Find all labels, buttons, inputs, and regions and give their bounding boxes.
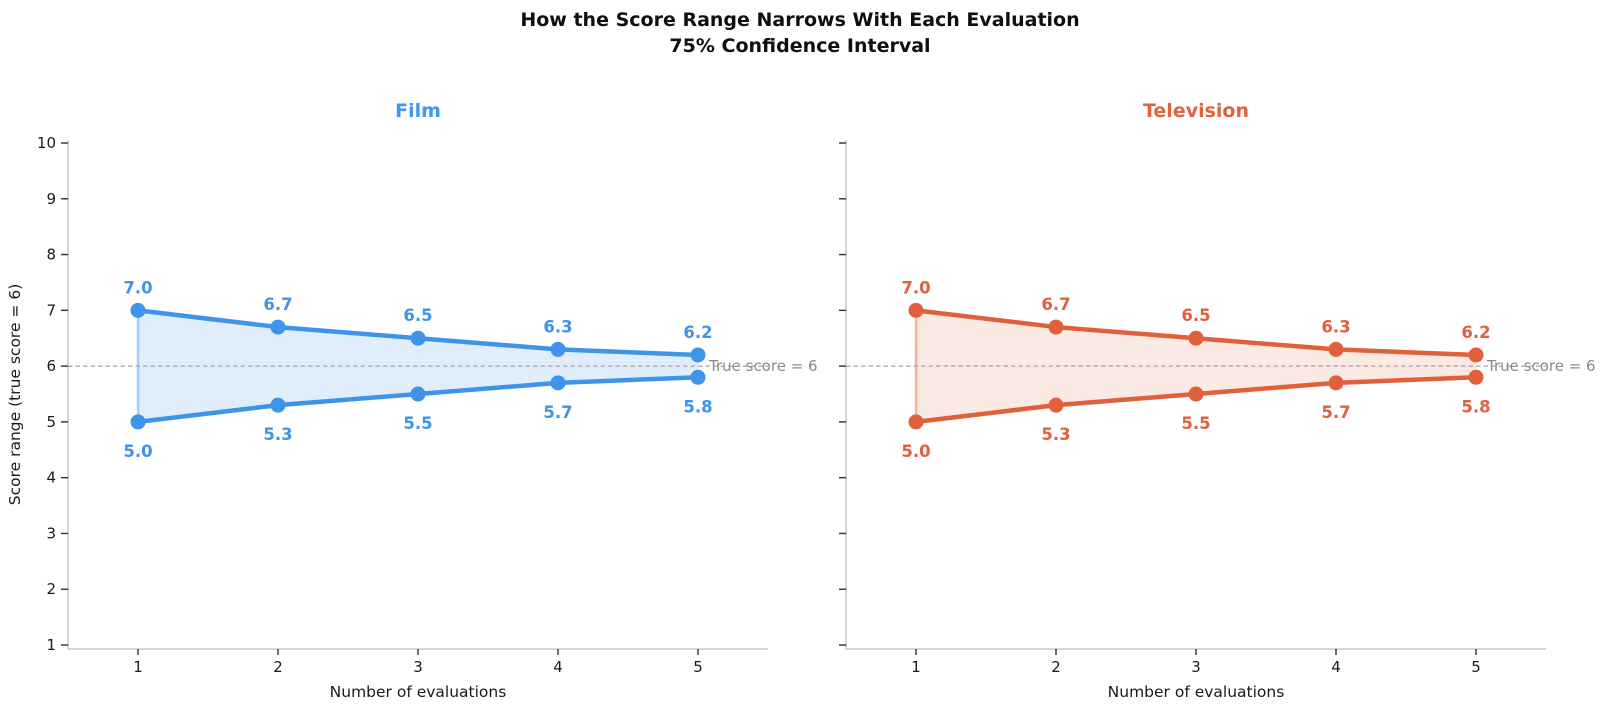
television-panel: True score = 6 7.0 6.7 6.5 6.3 6.2 5.0 5.3 5.5 5.… <box>839 140 1596 701</box>
upper-value-label: 6.2 <box>683 323 712 342</box>
y-tick-label: 5 <box>46 413 56 431</box>
x-tick-label: 2 <box>1051 658 1061 676</box>
x-tick-label: 3 <box>1191 658 1201 676</box>
lower-value-label: 5.0 <box>901 442 930 461</box>
lower-value-label: 5.8 <box>1461 397 1490 416</box>
y-axis-label: Score range (true score = 6) <box>6 284 24 506</box>
television-panel-title: Television <box>1142 100 1250 122</box>
lower-value-label: 5.5 <box>403 414 432 433</box>
y-tick-label: 9 <box>46 190 56 208</box>
upper-bound-point <box>550 341 566 357</box>
figure-title: How the Score Range Narrows With Each Ev… <box>0 7 1600 59</box>
x-tick-label: 5 <box>1471 658 1481 676</box>
lower-bound-point <box>1328 375 1344 391</box>
true-score-annotation: True score = 6 <box>1486 357 1596 375</box>
y-tick-label: 1 <box>46 636 56 654</box>
lower-bound-point <box>1188 386 1204 402</box>
lower-bound-point <box>550 375 566 391</box>
y-tick-label: 3 <box>46 524 56 542</box>
upper-value-label: 7.0 <box>123 278 152 297</box>
lower-bound-point <box>130 414 146 430</box>
lower-value-label: 5.0 <box>123 442 152 461</box>
upper-bound-point <box>130 302 146 318</box>
y-tick-label: 8 <box>46 246 56 264</box>
x-tick-label: 4 <box>1331 658 1341 676</box>
confidence-band <box>916 310 1476 422</box>
upper-bound-point <box>1328 341 1344 357</box>
upper-value-label: 6.5 <box>1181 306 1210 325</box>
figure-title-line2: 75% Confidence Interval <box>669 35 931 58</box>
lower-value-label: 5.7 <box>1321 403 1350 422</box>
x-tick-label: 5 <box>693 658 703 676</box>
lower-value-label: 5.8 <box>683 397 712 416</box>
x-tick-label: 3 <box>413 658 423 676</box>
film-panel-title: Film <box>395 100 441 122</box>
lower-bound-point <box>1048 397 1064 413</box>
figure-title-line1: How the Score Range Narrows With Each Ev… <box>520 9 1080 31</box>
upper-value-label: 6.3 <box>543 317 572 336</box>
y-tick-label: 2 <box>46 580 56 598</box>
x-axis-label: Number of evaluations <box>1108 683 1285 701</box>
lower-value-label: 5.3 <box>263 425 292 444</box>
lower-bound-point <box>690 369 706 385</box>
upper-bound-point <box>270 319 286 335</box>
y-tick-label: 7 <box>46 301 56 319</box>
upper-bound-point <box>1048 319 1064 335</box>
upper-value-label: 6.7 <box>1041 295 1070 314</box>
lower-bound-point <box>410 386 426 402</box>
lower-bound-point <box>270 397 286 413</box>
x-axis-label: Number of evaluations <box>330 683 507 701</box>
y-tick-label: 4 <box>46 469 56 487</box>
lower-value-label: 5.3 <box>1041 425 1070 444</box>
upper-bound-point <box>1468 347 1484 363</box>
upper-bound-point <box>908 302 924 318</box>
x-tick-label: 2 <box>273 658 283 676</box>
charts-canvas: True score = 6 7.0 6.7 6.5 6.3 6.2 5.0 5.3 5.5 5.… <box>6 134 1596 701</box>
y-tick-label: 10 <box>37 134 56 152</box>
y-tick-label: 6 <box>46 357 56 375</box>
upper-bound-point <box>410 330 426 346</box>
x-tick-label: 4 <box>553 658 563 676</box>
upper-bound-point <box>1188 330 1204 346</box>
lower-value-label: 5.7 <box>543 403 572 422</box>
x-tick-label: 1 <box>911 658 921 676</box>
lower-bound-point <box>908 414 924 430</box>
film-panel: True score = 6 7.0 6.7 6.5 6.3 6.2 5.0 5.3 5.5 5.… <box>6 134 818 701</box>
true-score-annotation: True score = 6 <box>708 357 818 375</box>
upper-bound-point <box>690 347 706 363</box>
upper-value-label: 7.0 <box>901 278 930 297</box>
lower-value-label: 5.5 <box>1181 414 1210 433</box>
x-tick-label: 1 <box>133 658 143 676</box>
lower-bound-point <box>1468 369 1484 385</box>
upper-value-label: 6.5 <box>403 306 432 325</box>
confidence-band <box>138 310 698 422</box>
upper-value-label: 6.2 <box>1461 323 1490 342</box>
upper-value-label: 6.7 <box>263 295 292 314</box>
upper-value-label: 6.3 <box>1321 317 1350 336</box>
